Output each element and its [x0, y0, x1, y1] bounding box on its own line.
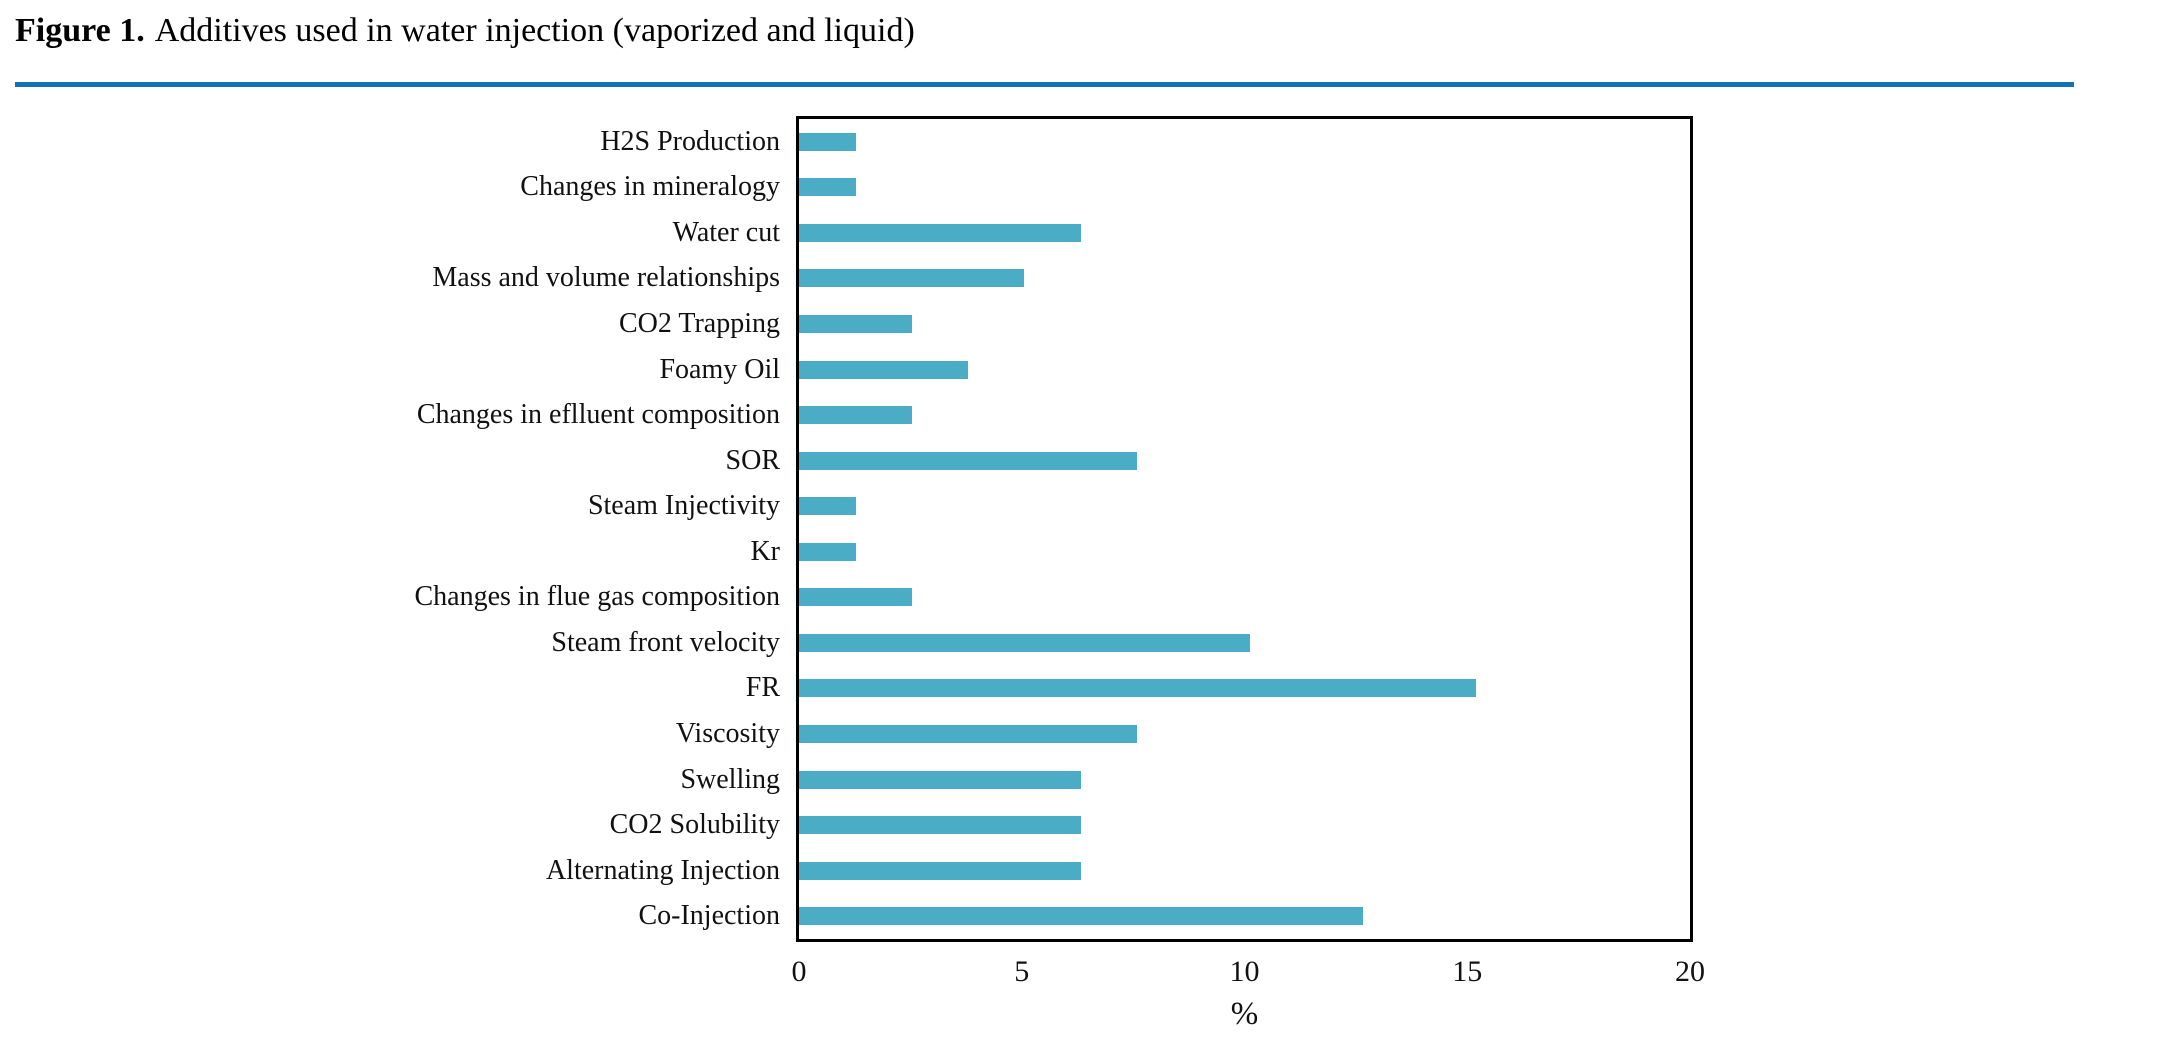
- category-label: Co-Injection: [638, 900, 780, 932]
- bar: [799, 451, 1138, 470]
- bar: [799, 497, 856, 516]
- category-label: CO2 Solubility: [609, 809, 780, 841]
- bar: [799, 588, 912, 607]
- x-tick-label: 20: [1675, 955, 1705, 988]
- bar: [799, 816, 1081, 835]
- figure-caption: Additives used in water injection (vapor…: [154, 12, 915, 49]
- bar: [799, 178, 856, 197]
- x-tick-label: 0: [791, 955, 807, 988]
- bar: [799, 542, 856, 561]
- category-label: Kr: [750, 535, 780, 567]
- bar: [799, 770, 1081, 789]
- category-label: SOR: [725, 444, 780, 476]
- category-label: Changes in flue gas composition: [414, 581, 780, 613]
- category-label: Swelling: [680, 763, 780, 795]
- caption-rule-divider: [15, 82, 2074, 87]
- category-label: CO2 Trapping: [618, 307, 780, 339]
- category-label: FR: [745, 672, 780, 704]
- category-label: H2S Production: [600, 125, 780, 157]
- bar: [799, 679, 1476, 698]
- bar: [799, 633, 1251, 652]
- figure-title: Figure 1. Additives used in water injecti…: [15, 10, 915, 53]
- bar: [799, 269, 1025, 288]
- x-tick-label: 10: [1229, 955, 1260, 988]
- category-label: Foamy Oil: [659, 353, 780, 385]
- bar: [799, 907, 1363, 926]
- chart-plot-area: [796, 116, 1693, 942]
- category-label: Water cut: [672, 216, 780, 248]
- x-tick-label: 5: [1014, 955, 1030, 988]
- x-tick-label: 15: [1452, 955, 1483, 988]
- bar: [799, 725, 1138, 743]
- bar: [799, 406, 912, 425]
- category-label: Changes in eflluent composition: [416, 399, 780, 431]
- bar: [799, 223, 1081, 242]
- category-label: Steam front velocity: [551, 626, 780, 658]
- category-label: Mass and volume relationships: [432, 262, 780, 294]
- bar: [799, 315, 912, 333]
- category-label: Alternating Injection: [545, 854, 780, 886]
- bar: [799, 132, 856, 151]
- category-label: Changes in mineralogy: [520, 171, 780, 203]
- category-label: Viscosity: [675, 717, 780, 749]
- figure-label: Figure 1.: [15, 12, 145, 49]
- bar: [799, 861, 1081, 880]
- category-label: Steam Injectivity: [587, 490, 780, 522]
- bar: [799, 360, 969, 379]
- x-axis-title: %: [1230, 996, 1259, 1032]
